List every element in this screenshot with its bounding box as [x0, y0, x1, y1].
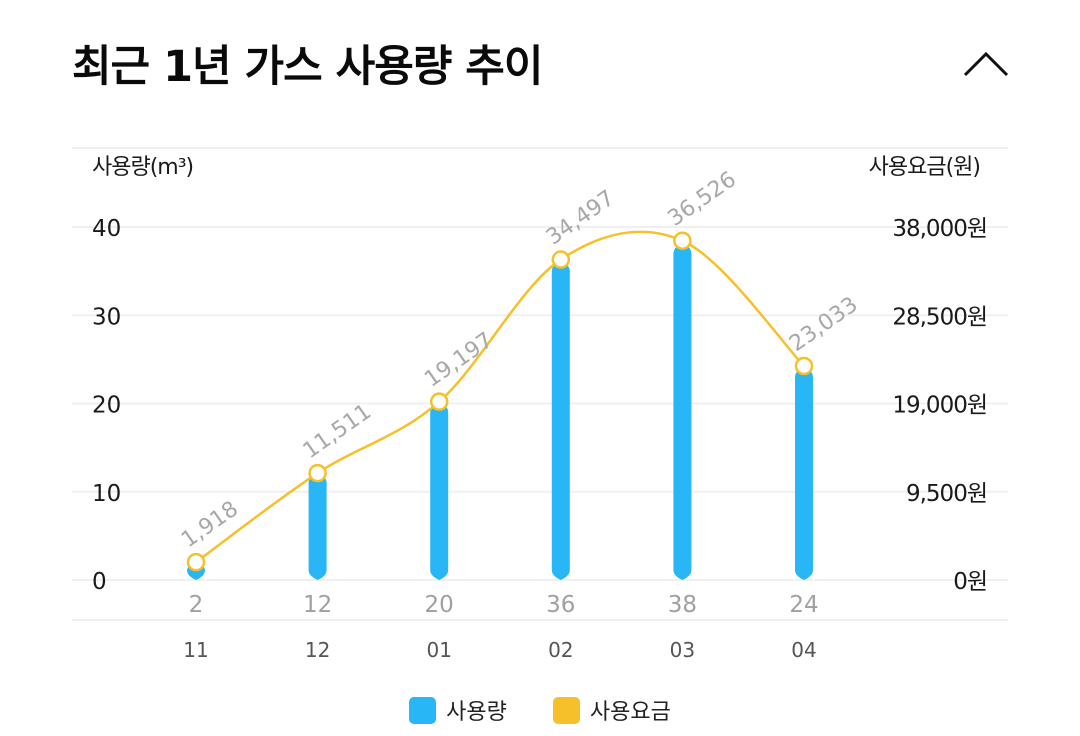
fee-value-label: 1,918: [177, 496, 243, 553]
usage-value-label: 36: [546, 592, 575, 618]
usage-value-label: 38: [668, 592, 697, 618]
usage-bar: [308, 474, 327, 580]
fee-line: [195, 230, 805, 564]
y-tick-left: 10: [92, 481, 121, 507]
legend-item-fee[interactable]: 사용요금: [552, 694, 671, 726]
y-tick-right: 28,500원: [892, 304, 987, 330]
usage-bars: [187, 244, 813, 580]
usage-bar: [673, 244, 692, 580]
usage-value-labels: 2 12 20 36 38 24: [189, 592, 819, 618]
legend-label-usage: 사용량: [446, 700, 507, 725]
fee-point: [673, 231, 692, 250]
y-tick-left: 40: [92, 216, 121, 242]
x-tick-label: 01: [426, 638, 451, 662]
usage-bar: [795, 368, 813, 580]
y-axis-right: 0원 9,500원 19,000원 28,500원 38,000원: [892, 216, 988, 595]
usage-swatch-icon: [409, 696, 437, 724]
fee-value-label: 34,497: [542, 186, 619, 251]
legend: 사용량 사용요금: [0, 694, 1080, 726]
fee-swatch-icon: [552, 696, 580, 724]
usage-bar: [430, 403, 449, 580]
fee-point: [551, 250, 571, 269]
fee-point: [429, 392, 449, 411]
fee-point: [308, 463, 327, 483]
page-title: 최근 1년 가스 사용량 추이: [72, 42, 543, 92]
usage-bar: [551, 262, 570, 580]
fee-value-label: 11,511: [299, 399, 376, 464]
usage-value-label: 2: [189, 592, 204, 618]
x-tick-label: 11: [183, 638, 208, 662]
y-tick-right: 9,500원: [906, 481, 987, 507]
y-axis-left: 0 10 20 30 40: [92, 216, 121, 595]
fee-value-label: 36,526: [664, 167, 741, 232]
legend-label-fee: 사용요금: [589, 700, 671, 725]
usage-value-label: 12: [303, 592, 332, 618]
gridlines: [72, 147, 1008, 621]
x-tick-label: 02: [548, 638, 573, 662]
y-tick-left: 30: [92, 304, 121, 330]
y-tick-left: 0: [92, 569, 107, 595]
fee-value-label: 23,033: [785, 292, 862, 357]
fee-point: [794, 356, 814, 376]
usage-value-label: 24: [789, 592, 818, 618]
y-tick-right: 0원: [953, 569, 987, 595]
y-tick-right: 19,000원: [892, 393, 987, 419]
y-tick-left: 20: [92, 393, 121, 419]
y-axis-title-left: 사용량(m³): [92, 155, 193, 180]
legend-item-usage[interactable]: 사용량: [409, 694, 507, 726]
usage-value-label: 20: [425, 592, 454, 618]
x-tick-label: 03: [670, 638, 695, 662]
x-tick-label: 04: [791, 638, 816, 662]
collapse-button[interactable]: [958, 44, 1014, 84]
fee-point: [186, 552, 206, 572]
chevron-up-icon: [963, 51, 1009, 77]
y-axis-title-right: 사용요금(원): [869, 155, 980, 180]
fee-points: [186, 231, 814, 572]
x-axis-categories: 11 12 01 02 03 04: [183, 638, 816, 662]
x-tick-label: 12: [305, 638, 330, 662]
y-tick-right: 38,000원: [892, 216, 987, 242]
